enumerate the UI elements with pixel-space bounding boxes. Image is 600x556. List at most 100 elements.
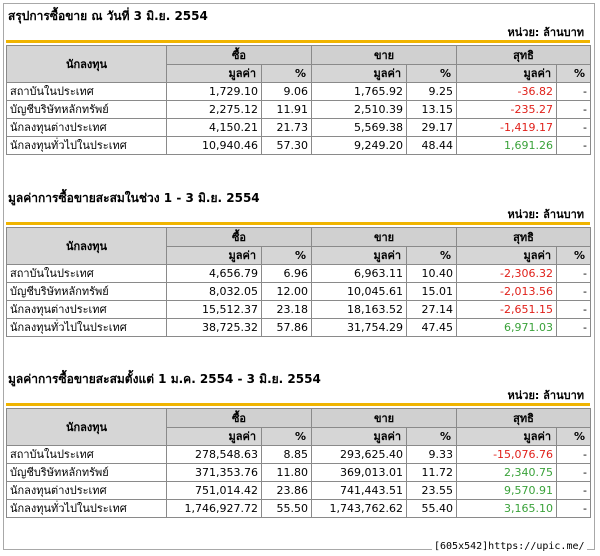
table-row: บัญชีบริษัทหลักทรัพย์ 2,275.12 11.91 2,5… <box>6 100 592 119</box>
buy-header: ซื้อ <box>165 227 313 247</box>
sell-header: ขาย <box>311 227 458 247</box>
table-row: สถาบันในประเทศ 4,656.79 6.96 6,963.11 10… <box>6 264 592 283</box>
investor-header: นักลงทุน <box>6 45 167 83</box>
net-pct: - <box>556 481 592 500</box>
buy-pct: 11.80 <box>260 463 313 482</box>
table-row: บัญชีบริษัทหลักทรัพย์ 8,032.05 12.00 10,… <box>6 282 592 301</box>
net-pct-header: % <box>556 64 592 83</box>
table-row: นักลงทุนทั่วไปในประเทศ 1,746,927.72 55.5… <box>6 499 592 518</box>
table-row: นักลงทุนทั่วไปในประเทศ 10,940.46 57.30 9… <box>6 136 592 155</box>
buy-value: 4,656.79 <box>166 264 262 283</box>
net-pct: - <box>556 264 592 283</box>
buy-pct: 8.85 <box>260 445 313 464</box>
net-value: -2,013.56 <box>456 282 558 301</box>
net-pct: - <box>556 82 592 101</box>
table-row: สถาบันในประเทศ 1,729.10 9.06 1,765.92 9.… <box>6 82 592 101</box>
investor-name: นักลงทุนต่างประเทศ <box>6 481 167 500</box>
investor-name: นักลงทุนทั่วไปในประเทศ <box>6 136 167 155</box>
buy-pct: 21.73 <box>260 118 313 137</box>
buy-pct-header: % <box>260 246 313 265</box>
table-row: สถาบันในประเทศ 278,548.63 8.85 293,625.4… <box>6 445 592 464</box>
sell-value: 6,963.11 <box>311 264 408 283</box>
sell-pct: 48.44 <box>406 136 458 155</box>
investor-name: บัญชีบริษัทหลักทรัพย์ <box>6 100 167 119</box>
sell-pct: 15.01 <box>406 282 458 301</box>
sell-value: 10,045.61 <box>311 282 408 301</box>
investor-name: นักลงทุนทั่วไปในประเทศ <box>6 499 167 518</box>
net-value: -2,306.32 <box>456 264 558 283</box>
sell-pct-header: % <box>406 64 458 83</box>
buy-value-header: มูลค่า <box>166 64 262 83</box>
net-value-header: มูลค่า <box>456 64 558 83</box>
net-pct-header: % <box>556 427 592 446</box>
sell-pct: 23.55 <box>406 481 458 500</box>
sell-value: 9,249.20 <box>311 136 408 155</box>
net-value: 6,971.03 <box>456 318 558 337</box>
net-pct: - <box>556 499 592 518</box>
section-title: สรุปการซื้อขาย ณ วันที่ 3 มิ.ย. 2554 <box>8 9 208 23</box>
sell-value: 293,625.40 <box>311 445 408 464</box>
buy-pct: 9.06 <box>260 82 313 101</box>
buy-pct: 23.86 <box>260 481 313 500</box>
net-pct: - <box>556 463 592 482</box>
buy-value: 371,353.76 <box>166 463 262 482</box>
net-header: สุทธิ <box>456 45 592 65</box>
sell-header: ขาย <box>311 45 458 65</box>
net-pct: - <box>556 136 592 155</box>
buy-value: 38,725.32 <box>166 318 262 337</box>
buy-pct: 57.30 <box>260 136 313 155</box>
sell-pct: 9.25 <box>406 82 458 101</box>
buy-value: 1,729.10 <box>166 82 262 101</box>
buy-value: 4,150.21 <box>166 118 262 137</box>
net-value: -2,651.15 <box>456 300 558 319</box>
net-pct: - <box>556 118 592 137</box>
unit-label: หน่วย: ล้านบาท <box>507 389 584 402</box>
buy-pct: 11.91 <box>260 100 313 119</box>
buy-header: ซื้อ <box>165 45 313 65</box>
net-pct-header: % <box>556 246 592 265</box>
investor-name: บัญชีบริษัทหลักทรัพย์ <box>6 463 167 482</box>
net-header: สุทธิ <box>456 227 592 247</box>
net-pct: - <box>556 445 592 464</box>
buy-value-header: มูลค่า <box>166 246 262 265</box>
section-ytd-summary: มูลค่าการซื้อขายสะสมตั้งแต่ 1 ม.ค. 2554 … <box>6 369 592 518</box>
table-row: นักลงทุนทั่วไปในประเทศ 38,725.32 57.86 3… <box>6 318 592 337</box>
content-frame <box>3 3 595 550</box>
buy-pct: 6.96 <box>260 264 313 283</box>
sell-pct-header: % <box>406 246 458 265</box>
sell-pct: 55.40 <box>406 499 458 518</box>
section-divider <box>6 40 590 43</box>
sell-pct-header: % <box>406 427 458 446</box>
buy-value: 2,275.12 <box>166 100 262 119</box>
net-value: -235.27 <box>456 100 558 119</box>
sell-pct: 29.17 <box>406 118 458 137</box>
net-value: -15,076.76 <box>456 445 558 464</box>
net-value: 1,691.26 <box>456 136 558 155</box>
net-value: 3,165.10 <box>456 499 558 518</box>
sell-pct: 47.45 <box>406 318 458 337</box>
investor-name: สถาบันในประเทศ <box>6 445 167 464</box>
image-host-watermark: [605x542]https://upic.me/ <box>432 541 587 552</box>
buy-value: 1,746,927.72 <box>166 499 262 518</box>
net-value: 2,340.75 <box>456 463 558 482</box>
net-value-header: มูลค่า <box>456 246 558 265</box>
net-header: สุทธิ <box>456 408 592 428</box>
table-row: นักลงทุนต่างประเทศ 15,512.37 23.18 18,16… <box>6 300 592 319</box>
buy-pct: 55.50 <box>260 499 313 518</box>
section-divider <box>6 403 590 406</box>
sell-value-header: มูลค่า <box>311 427 408 446</box>
net-value: -36.82 <box>456 82 558 101</box>
buy-value: 8,032.05 <box>166 282 262 301</box>
buy-pct-header: % <box>260 64 313 83</box>
buy-value: 751,014.42 <box>166 481 262 500</box>
sell-value: 1,743,762.62 <box>311 499 408 518</box>
buy-value: 278,548.63 <box>166 445 262 464</box>
section-daily-summary: สรุปการซื้อขาย ณ วันที่ 3 มิ.ย. 2554 หน่… <box>6 6 592 155</box>
buy-pct: 23.18 <box>260 300 313 319</box>
unit-label: หน่วย: ล้านบาท <box>507 208 584 221</box>
table-row: นักลงทุนต่างประเทศ 4,150.21 21.73 5,569.… <box>6 118 592 137</box>
sell-pct: 27.14 <box>406 300 458 319</box>
net-value: -1,419.17 <box>456 118 558 137</box>
investor-name: นักลงทุนต่างประเทศ <box>6 300 167 319</box>
buy-pct: 57.86 <box>260 318 313 337</box>
